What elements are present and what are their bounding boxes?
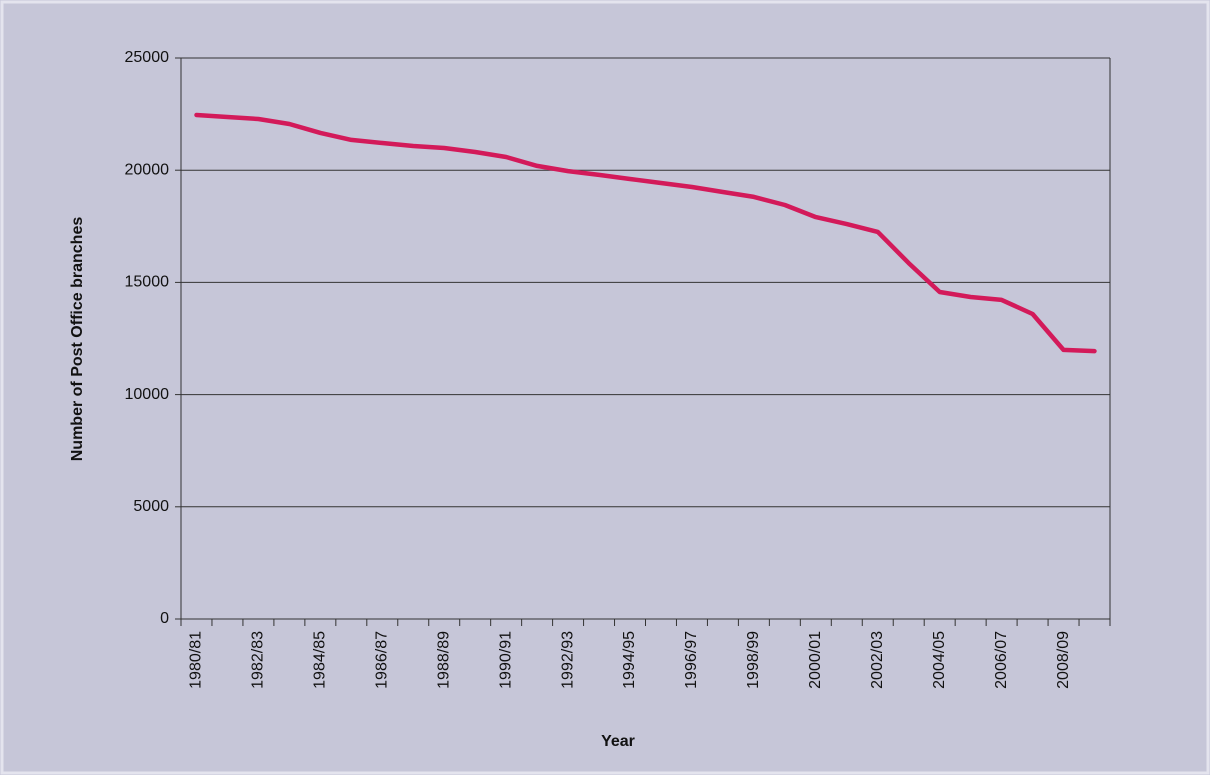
x-axis-title: Year	[601, 733, 635, 750]
x-tick-label: 2000/01	[807, 631, 824, 689]
y-tick-label: 25000	[125, 49, 170, 66]
x-tick-label: 2006/07	[993, 631, 1010, 689]
x-tick-label: 1980/81	[188, 631, 205, 689]
x-tick-label: 1984/85	[312, 631, 329, 689]
x-tick-label: 1988/89	[435, 631, 452, 689]
data-line	[194, 112, 1097, 354]
x-tick-label: 2004/05	[931, 631, 948, 689]
x-tick-label: 1996/97	[683, 631, 700, 689]
y-tick-label: 5000	[133, 498, 169, 515]
y-tick-label: 10000	[125, 386, 170, 403]
x-tick-label: 2002/03	[869, 631, 886, 689]
x-tick-label: 1982/83	[250, 631, 267, 689]
x-tick-label: 1994/95	[621, 631, 638, 689]
x-tick-label: 1998/99	[745, 631, 762, 689]
x-tick-label: 1986/87	[374, 631, 391, 689]
x-tick-label: 1992/93	[559, 631, 576, 689]
x-tick-label: 2008/09	[1055, 631, 1072, 689]
x-tick-label: 1990/91	[497, 631, 514, 689]
y-axis-title: Number of Post Office branches	[69, 217, 86, 462]
y-tick-label: 20000	[125, 161, 170, 178]
y-tick-label: 0	[160, 610, 169, 627]
y-tick-label: 15000	[125, 274, 170, 291]
